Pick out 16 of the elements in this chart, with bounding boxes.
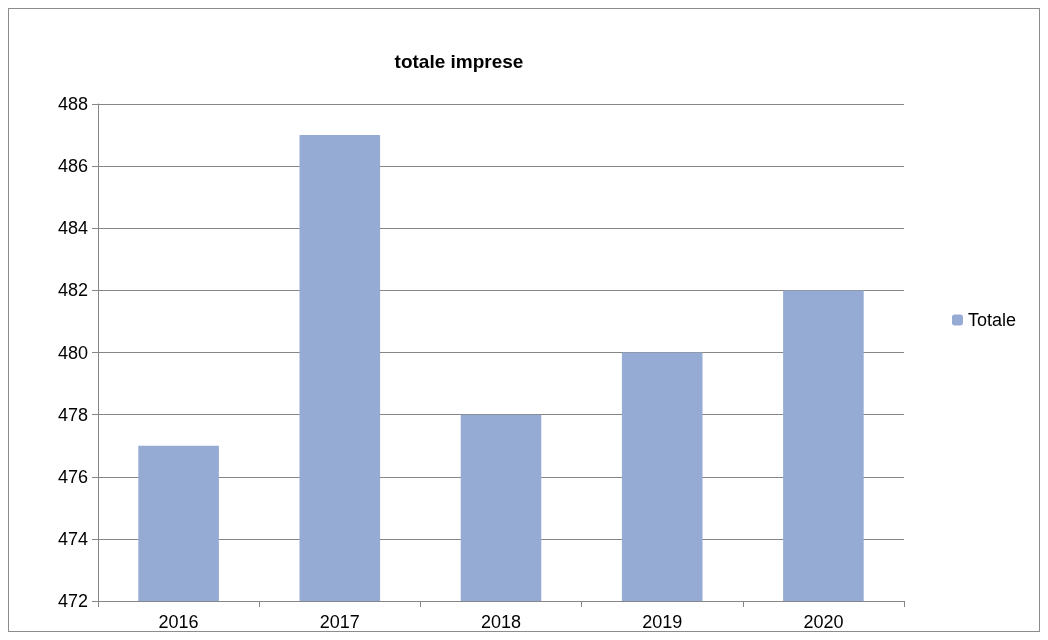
x-tick-label: 2019 bbox=[642, 612, 683, 632]
y-tick-label: 486 bbox=[57, 156, 88, 177]
x-tick-label: 2017 bbox=[319, 612, 360, 632]
y-tick-label: 488 bbox=[57, 94, 88, 114]
x-tick-label: 2020 bbox=[803, 612, 844, 632]
y-tick-label: 472 bbox=[57, 591, 88, 611]
y-tick-label: 484 bbox=[57, 218, 88, 239]
y-tick-label: 474 bbox=[57, 528, 88, 549]
y-tick-label: 476 bbox=[57, 466, 88, 487]
x-tick-label: 2018 bbox=[480, 612, 522, 632]
y-tick-label: 478 bbox=[57, 404, 88, 425]
legend-label: Totale bbox=[967, 310, 1017, 330]
y-tick-label: 482 bbox=[57, 280, 88, 301]
chart-title: totale imprese bbox=[394, 51, 524, 72]
y-tick-label: 480 bbox=[57, 342, 88, 363]
x-tick-label: 2016 bbox=[158, 612, 199, 632]
